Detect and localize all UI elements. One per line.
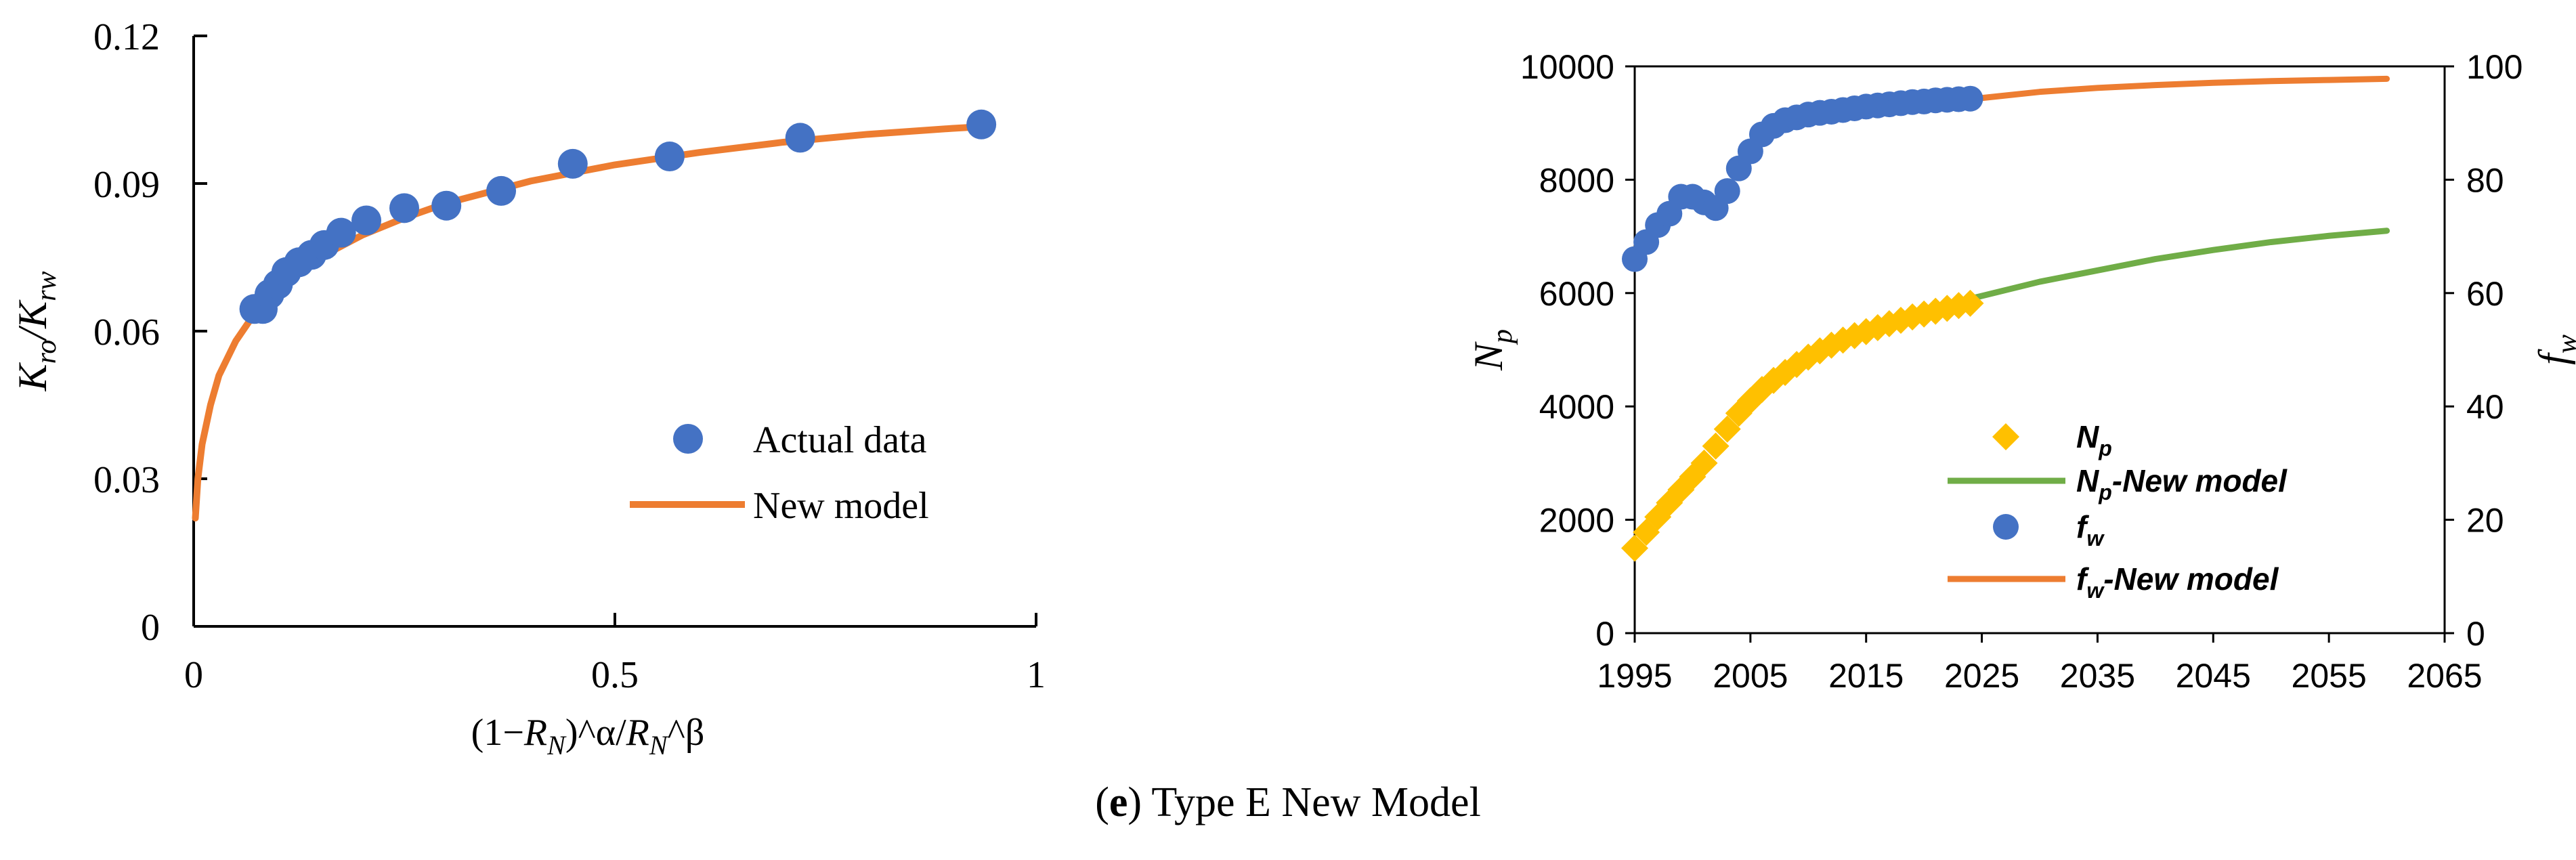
actual-data-point xyxy=(326,217,356,248)
label-part: ro xyxy=(31,340,62,364)
legend-label-fw: fw xyxy=(2076,509,2105,551)
x-tick-label: 2055 xyxy=(2292,657,2367,695)
label-part: N xyxy=(2076,419,2099,454)
y-tick-label-left: 4000 xyxy=(1539,388,1614,426)
label-part: K xyxy=(10,362,55,391)
np-data-point xyxy=(1795,343,1822,371)
x-tick-label: 0 xyxy=(184,654,203,696)
legend-label-np: Np xyxy=(2076,419,2112,460)
legend-label-fw-new-model: fw-New model xyxy=(2076,561,2279,603)
x-tick-label: 2035 xyxy=(2060,657,2135,695)
caption-rest: ) Type E New Model xyxy=(1128,779,1480,825)
legend-label-actual-data: Actual data xyxy=(753,419,927,461)
y-tick-label-left: 6000 xyxy=(1539,275,1614,313)
y-axis-title: Kro/Krw xyxy=(10,272,62,392)
legend-marker-actual-data xyxy=(673,424,703,454)
y-tick-label: 0.09 xyxy=(93,164,160,206)
y-tick-label: 0.06 xyxy=(93,311,160,353)
y-tick-label: 0.03 xyxy=(93,459,160,501)
label-part: -New model xyxy=(2112,463,2288,498)
y-tick-label: 0.12 xyxy=(93,16,160,58)
x-tick-label: 2025 xyxy=(1944,657,2019,695)
actual-data-point xyxy=(431,190,462,221)
x-tick-label: 2045 xyxy=(2176,657,2251,695)
np-data-point xyxy=(1702,432,1730,460)
series-new-model-line xyxy=(192,123,989,522)
plot-frame xyxy=(1633,65,2446,635)
caption-letter: e xyxy=(1109,779,1128,825)
actual-data-point xyxy=(966,109,997,139)
legend-marker-np xyxy=(1992,423,2019,450)
y-tick-label-right: 40 xyxy=(2466,388,2504,426)
label-part: p xyxy=(1487,329,1518,345)
right-chart: 0 2000 4000 6000 8000 10000 0 20 40 60 80 100 1995 20… xyxy=(1466,48,2576,695)
actual-data-point xyxy=(785,123,815,153)
y-tick-label-right: 100 xyxy=(2466,48,2523,86)
label-part: f xyxy=(2076,561,2090,597)
y-tick-label-right: 60 xyxy=(2466,275,2504,313)
y-tick-label-left: 8000 xyxy=(1539,161,1614,199)
x-tick-label: 1 xyxy=(1027,654,1046,696)
legend-label-new-model: New model xyxy=(753,485,929,527)
series-fw-new-model-line xyxy=(1967,75,2390,103)
label-part: ^β xyxy=(668,712,705,754)
np-data-point xyxy=(1956,289,1984,317)
fw-data-point xyxy=(1957,85,1983,112)
x-tick-label: 0.5 xyxy=(591,654,639,696)
label-part: w xyxy=(2086,578,2105,603)
label-part: -New model xyxy=(2103,561,2279,597)
left-chart: 00.030.060.090.120 0.5 1(1−RN)^α/RN^βKro/K… xyxy=(10,16,1046,760)
legend-marker-fw xyxy=(1993,514,2019,540)
caption-prefix: ( xyxy=(1095,779,1109,825)
label-part: rw xyxy=(31,272,62,301)
x-tick-label: 2015 xyxy=(1828,657,1904,695)
label-part: N xyxy=(649,730,669,760)
y-axis-title-right: fw xyxy=(2531,335,2576,365)
label-part: w xyxy=(2552,335,2576,353)
actual-data-point xyxy=(389,193,419,223)
legend-label-np-new-model: Np-New model xyxy=(2076,463,2288,504)
label-part: (1− xyxy=(471,712,524,754)
fw-data-point xyxy=(1714,178,1740,205)
label-part: N xyxy=(546,730,567,760)
x-axis-title: (1−RN)^α/RN^β xyxy=(471,712,705,760)
actual-data-point xyxy=(557,148,588,179)
figure-caption: (e) Type E New Model xyxy=(1095,779,1481,825)
x-tick-label: 1995 xyxy=(1597,657,1672,695)
np-data-point xyxy=(1690,449,1718,477)
label-part: N xyxy=(1466,341,1511,371)
actual-data-point xyxy=(351,205,382,236)
y-tick-label-left: 0 xyxy=(1595,615,1614,653)
np-data-point xyxy=(1621,534,1648,562)
y-tick-label-right: 0 xyxy=(2466,615,2485,653)
x-tick-label: 2005 xyxy=(1713,657,1788,695)
y-axis-title-left: Np xyxy=(1466,329,1518,371)
y-tick-label-right: 80 xyxy=(2466,161,2504,199)
x-tick-label: 2065 xyxy=(2407,657,2482,695)
label-part: R xyxy=(626,712,649,754)
y-tick-label: 0 xyxy=(141,607,160,649)
label-part: )^α/ xyxy=(565,712,626,754)
np-data-point xyxy=(1713,415,1741,443)
series-np-new-model-line xyxy=(1967,228,2390,302)
label-part: w xyxy=(2086,526,2105,551)
label-part: /K xyxy=(10,299,55,342)
y-tick-label-left: 2000 xyxy=(1539,502,1614,540)
y-tick-label-right: 20 xyxy=(2466,502,2504,540)
label-part: N xyxy=(2076,463,2099,498)
label-part: p xyxy=(2098,480,2112,504)
label-part: p xyxy=(2098,436,2112,460)
label-part: R xyxy=(523,712,547,754)
actual-data-point xyxy=(654,142,685,172)
y-tick-label-left: 10000 xyxy=(1520,48,1614,86)
label-part: f xyxy=(2076,509,2090,544)
actual-data-point xyxy=(486,175,517,206)
